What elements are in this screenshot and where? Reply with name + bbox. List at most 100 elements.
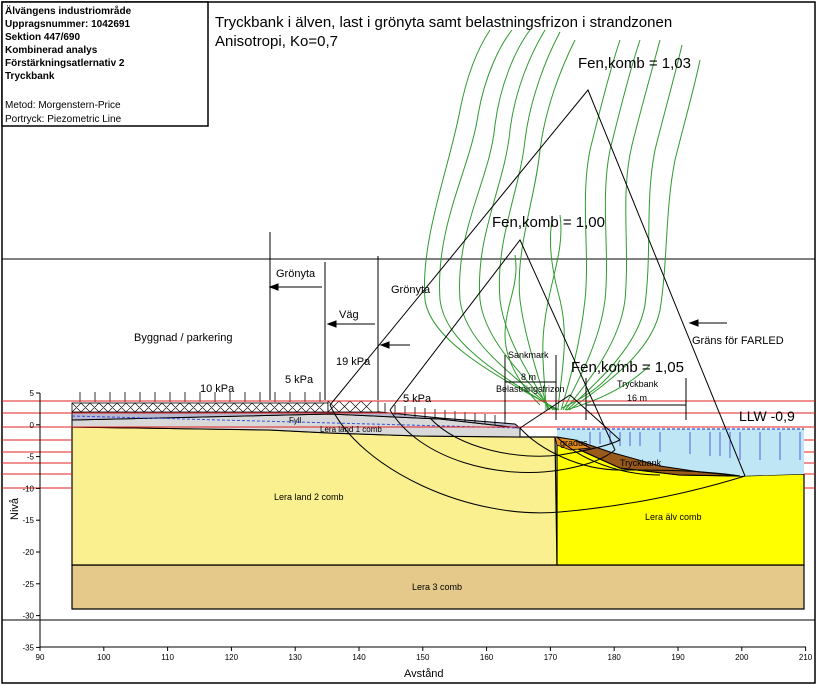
- info-alternative: Förstärkningsatlernativ 2: [5, 58, 125, 69]
- label-fyll: Fyll: [289, 416, 302, 425]
- label-byggnad: Byggnad / parkering: [134, 332, 232, 344]
- x-tick-label: 100: [97, 653, 111, 662]
- y-tick-label: 0: [30, 421, 35, 430]
- contour-line: [439, 29, 558, 411]
- arrow-head: [268, 283, 279, 291]
- hatch-lines: [71, 402, 325, 413]
- x-tick-label: 110: [161, 653, 174, 662]
- load-arrow-stems: [79, 392, 321, 402]
- y-tick-label: -20: [22, 548, 34, 557]
- info-analysis: Kombinerad analys: [5, 45, 98, 56]
- contour-line: [459, 29, 556, 411]
- x-tick-label: 130: [289, 653, 303, 662]
- label-8m: 8 m: [521, 372, 536, 382]
- x-tick-label: 200: [735, 653, 749, 662]
- y-tick-label: -30: [22, 612, 34, 621]
- x-tick-label: 140: [352, 653, 366, 662]
- load-arrows: [79, 392, 506, 425]
- contour-line: [518, 39, 576, 411]
- zone-markers: [268, 232, 727, 420]
- slip-surface-3: [429, 417, 621, 457]
- label-vag: Väg: [339, 309, 359, 321]
- contour-line: [565, 364, 651, 411]
- info-measure: Tryckbank: [5, 71, 55, 82]
- label-tryckbank-top: Tryckbank: [617, 379, 659, 389]
- y-tick-label: -15: [22, 516, 34, 525]
- arrow-head: [326, 320, 337, 328]
- slip-surface-2: [389, 409, 616, 473]
- y-axis-ticks: 5 0 -5 -10 -15 -20 -25 -30 -35: [22, 389, 40, 652]
- info-method: Metod: Morgenstern-Price: [5, 100, 121, 111]
- radius-fs1: [329, 89, 746, 477]
- label-lera-3: Lera 3 comb: [412, 582, 462, 592]
- label-load-5a: 5 kPa: [285, 374, 314, 386]
- label-16m: 16 m: [627, 393, 647, 403]
- x-tick-label: 190: [671, 653, 685, 662]
- arrow-head: [688, 319, 699, 327]
- red-level-lines: [2, 400, 815, 489]
- contour-line: [566, 44, 683, 411]
- slip-surface-5: [556, 436, 661, 476]
- hatch-lines-road: [327, 400, 373, 413]
- label-belastningsfrizon: Belastningsfrizon: [496, 384, 565, 394]
- info-order-number: Uppragsnummer: 1042691: [5, 19, 130, 30]
- contour-line: [478, 29, 554, 411]
- x-tick-label: 180: [608, 653, 622, 662]
- radius-fs2: [389, 239, 616, 451]
- y-tick-label: -10: [22, 484, 34, 493]
- info-pore-pressure: Portryck: Piezometric Line: [5, 114, 122, 125]
- label-tryckbank-material: Tryckbank: [620, 458, 662, 468]
- info-box: [1, 1, 209, 127]
- berm-toe: [554, 436, 592, 451]
- radius-fs3: [519, 394, 621, 441]
- label-sankmark: Sankmark: [508, 350, 549, 360]
- label-lera-alv: Lera älv comb: [645, 512, 702, 522]
- water-load-arrows: [589, 432, 801, 460]
- contour-line: [549, 219, 565, 411]
- arrow-head: [379, 341, 390, 349]
- info-project: Älvängens industriområde: [5, 4, 132, 17]
- slip-surface-1: [329, 404, 746, 514]
- contour-line: [498, 31, 561, 411]
- contour-line: [560, 39, 621, 411]
- x-tick-label: 120: [225, 653, 239, 662]
- contour-line: [564, 39, 661, 411]
- label-gronyta-1: Grönyta: [276, 268, 316, 280]
- title-line-2: Anisotropi, Ko=0,7: [215, 33, 338, 50]
- y-axis-title: Nivå: [9, 497, 21, 520]
- label-gradus: gradus: [560, 438, 588, 448]
- label-llw: LLW -0,9: [739, 408, 795, 424]
- y-tick-label: -5: [27, 453, 35, 462]
- water-arrow-stems: [589, 432, 801, 460]
- x-axis-title: Avstånd: [404, 668, 444, 680]
- label-load-19: 19 kPa: [336, 356, 371, 368]
- y-tick-label: -35: [22, 643, 34, 652]
- label-lera-land-2: Lera land 2 comb: [274, 492, 344, 502]
- contour-line: [568, 59, 701, 411]
- y-tick-label: 5: [30, 389, 35, 398]
- title-line-1: Tryckbank i älven, last i grönyta samt b…: [215, 14, 672, 31]
- x-axis-ticks: 90 100 110 120 130 140 150 160 170 180 190 200 210: [36, 647, 813, 662]
- contour-line: [504, 254, 541, 406]
- y-tick-label: -25: [22, 580, 34, 589]
- label-load-10: 10 kPa: [200, 383, 235, 395]
- info-section: Sektion 447/690: [5, 32, 80, 43]
- x-tick-label: 210: [799, 653, 813, 662]
- contour-line: [562, 39, 641, 411]
- x-tick-label: 90: [36, 653, 45, 662]
- contour-line: [561, 359, 621, 409]
- x-tick-label: 170: [544, 653, 558, 662]
- slip-surfaces: [329, 404, 746, 514]
- safety-factor-1: Fen,komb = 1,03: [578, 55, 691, 72]
- safety-factor-2: Fen,komb = 1,00: [492, 214, 605, 231]
- label-load-5b: 5 kPa: [403, 393, 432, 405]
- safety-factor-3: Fen,komb = 1,05: [571, 359, 684, 376]
- label-lera-land-1: Lera land 1 comb: [320, 425, 382, 434]
- slip-radius-lines: [329, 89, 746, 477]
- contour-line: [423, 29, 560, 411]
- label-grans-farled: Gräns för FARLED: [692, 335, 784, 347]
- label-gronyta-2: Grönyta: [391, 284, 431, 296]
- x-tick-label: 160: [480, 653, 494, 662]
- x-tick-label: 150: [416, 653, 430, 662]
